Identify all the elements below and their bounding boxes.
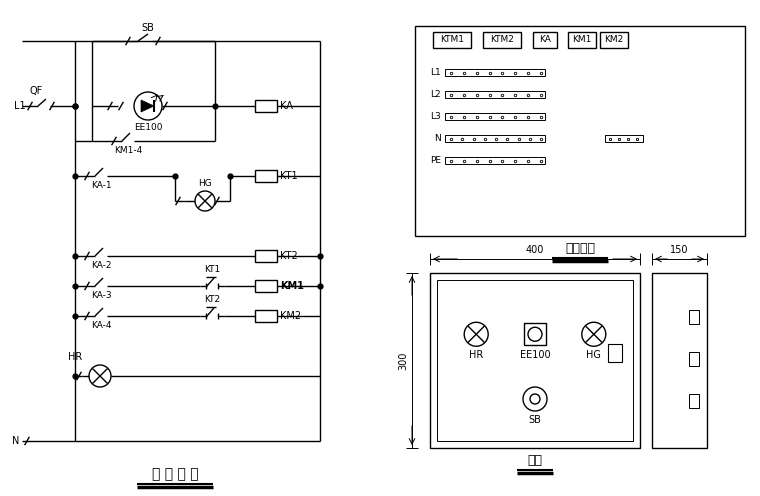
- Polygon shape: [141, 100, 154, 112]
- Text: QF: QF: [30, 86, 43, 96]
- Bar: [255, 310, 277, 322]
- Bar: [433, 32, 471, 48]
- Text: L1: L1: [14, 101, 26, 111]
- Text: KT2: KT2: [204, 295, 220, 304]
- Text: 400: 400: [526, 245, 544, 255]
- Bar: [689, 310, 699, 324]
- Text: 控 制 回 路: 控 制 回 路: [152, 467, 198, 481]
- Text: KM1-4: KM1-4: [114, 146, 142, 155]
- Bar: [445, 69, 545, 76]
- Bar: [430, 273, 640, 448]
- Bar: [255, 280, 277, 292]
- Bar: [689, 352, 699, 366]
- Bar: [689, 394, 699, 408]
- Text: L1: L1: [430, 68, 441, 77]
- Text: KA-3: KA-3: [90, 291, 111, 300]
- Bar: [255, 170, 277, 182]
- Text: KM2: KM2: [604, 36, 624, 45]
- Circle shape: [523, 387, 547, 411]
- Bar: [533, 32, 557, 48]
- Bar: [255, 250, 277, 262]
- Bar: [568, 32, 596, 48]
- Bar: [483, 32, 521, 48]
- Text: 300: 300: [398, 351, 408, 370]
- Text: KA: KA: [280, 101, 293, 111]
- Text: 元件布置: 元件布置: [565, 242, 595, 254]
- Text: KT1: KT1: [280, 171, 298, 181]
- Bar: [445, 91, 545, 98]
- Text: HG: HG: [587, 350, 601, 360]
- Circle shape: [195, 191, 215, 211]
- Text: KTM1: KTM1: [440, 36, 464, 45]
- Text: KA: KA: [539, 36, 551, 45]
- Text: N: N: [12, 436, 19, 446]
- Text: SB: SB: [528, 415, 541, 425]
- Text: KA-4: KA-4: [90, 321, 111, 330]
- Text: EE100: EE100: [134, 123, 162, 132]
- Bar: [524, 323, 546, 345]
- Text: KTM2: KTM2: [490, 36, 514, 45]
- Bar: [415, 26, 745, 236]
- Text: KA-1: KA-1: [90, 181, 111, 190]
- Text: HR: HR: [68, 352, 82, 362]
- Bar: [445, 113, 545, 120]
- Text: KM1: KM1: [280, 281, 304, 291]
- Text: KT2: KT2: [280, 251, 298, 261]
- Circle shape: [530, 394, 540, 404]
- Text: KA-2: KA-2: [90, 261, 111, 270]
- Bar: [605, 135, 643, 142]
- Text: N: N: [434, 134, 441, 143]
- Circle shape: [528, 327, 542, 341]
- Text: L2: L2: [430, 90, 441, 99]
- Bar: [652, 273, 707, 448]
- Text: HR: HR: [469, 350, 483, 360]
- Text: HG: HG: [198, 179, 212, 188]
- Bar: [255, 100, 277, 112]
- Bar: [437, 280, 633, 441]
- Text: L3: L3: [430, 112, 441, 121]
- Text: KT1: KT1: [204, 265, 220, 274]
- Text: KM2: KM2: [280, 311, 301, 321]
- Text: EE100: EE100: [520, 350, 550, 360]
- Circle shape: [464, 322, 488, 346]
- Circle shape: [134, 92, 162, 120]
- Circle shape: [89, 365, 111, 387]
- Bar: [600, 32, 628, 48]
- Text: PE: PE: [430, 156, 441, 165]
- Bar: [445, 135, 545, 142]
- Bar: [445, 157, 545, 164]
- Text: 150: 150: [670, 245, 689, 255]
- Text: KM1: KM1: [572, 36, 592, 45]
- Text: SB: SB: [141, 23, 154, 33]
- Circle shape: [582, 322, 606, 346]
- Text: 正家: 正家: [527, 453, 543, 467]
- Bar: [608, 344, 622, 362]
